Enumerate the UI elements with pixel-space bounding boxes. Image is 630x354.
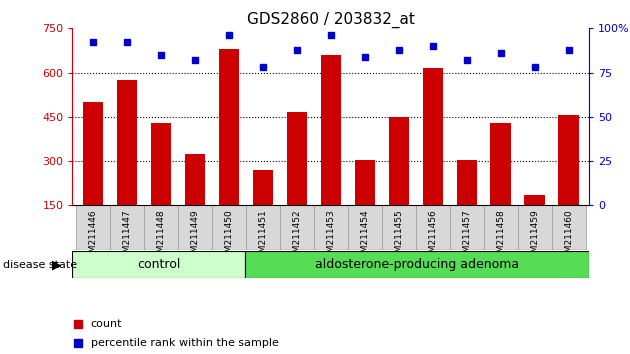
Bar	[321, 55, 341, 250]
FancyBboxPatch shape	[450, 205, 484, 250]
Bar	[151, 123, 171, 250]
Text: GSM211448: GSM211448	[156, 210, 165, 264]
FancyBboxPatch shape	[484, 205, 518, 250]
Bar	[524, 195, 545, 250]
Bar	[389, 117, 409, 250]
FancyBboxPatch shape	[72, 251, 244, 278]
Text: GSM211449: GSM211449	[190, 210, 199, 264]
FancyBboxPatch shape	[212, 205, 246, 250]
Text: GSM211456: GSM211456	[428, 210, 437, 264]
Bar	[219, 49, 239, 250]
Bar	[83, 102, 103, 250]
Text: GSM211457: GSM211457	[462, 210, 471, 264]
FancyBboxPatch shape	[416, 205, 450, 250]
FancyBboxPatch shape	[110, 205, 144, 250]
Text: disease state: disease state	[3, 260, 77, 270]
Text: GSM211454: GSM211454	[360, 210, 369, 264]
Text: GSM211452: GSM211452	[292, 210, 301, 264]
Text: GSM211455: GSM211455	[394, 210, 403, 264]
Text: GSM211451: GSM211451	[258, 210, 267, 264]
FancyBboxPatch shape	[244, 251, 589, 278]
FancyBboxPatch shape	[348, 205, 382, 250]
Text: GSM211450: GSM211450	[224, 210, 233, 264]
Bar	[355, 160, 375, 250]
Text: GSM211447: GSM211447	[122, 210, 131, 264]
Bar	[423, 68, 443, 250]
Text: GSM211453: GSM211453	[326, 210, 335, 264]
Text: control: control	[137, 258, 180, 271]
Bar	[185, 154, 205, 250]
Bar	[287, 113, 307, 250]
FancyBboxPatch shape	[518, 205, 552, 250]
Bar	[558, 115, 579, 250]
Text: count: count	[91, 319, 122, 329]
FancyBboxPatch shape	[280, 205, 314, 250]
FancyBboxPatch shape	[144, 205, 178, 250]
Bar	[253, 170, 273, 250]
Text: GSM211458: GSM211458	[496, 210, 505, 264]
Text: GSM211460: GSM211460	[564, 210, 573, 264]
FancyBboxPatch shape	[382, 205, 416, 250]
Text: GSM211446: GSM211446	[88, 210, 98, 264]
FancyBboxPatch shape	[76, 205, 110, 250]
Title: GDS2860 / 203832_at: GDS2860 / 203832_at	[247, 12, 415, 28]
Bar	[117, 80, 137, 250]
Text: percentile rank within the sample: percentile rank within the sample	[91, 338, 278, 348]
Bar	[491, 123, 511, 250]
Text: ▶: ▶	[52, 258, 61, 271]
FancyBboxPatch shape	[246, 205, 280, 250]
Bar	[457, 160, 477, 250]
Text: GSM211459: GSM211459	[530, 210, 539, 264]
FancyBboxPatch shape	[314, 205, 348, 250]
FancyBboxPatch shape	[178, 205, 212, 250]
Text: aldosterone-producing adenoma: aldosterone-producing adenoma	[315, 258, 519, 271]
FancyBboxPatch shape	[552, 205, 586, 250]
